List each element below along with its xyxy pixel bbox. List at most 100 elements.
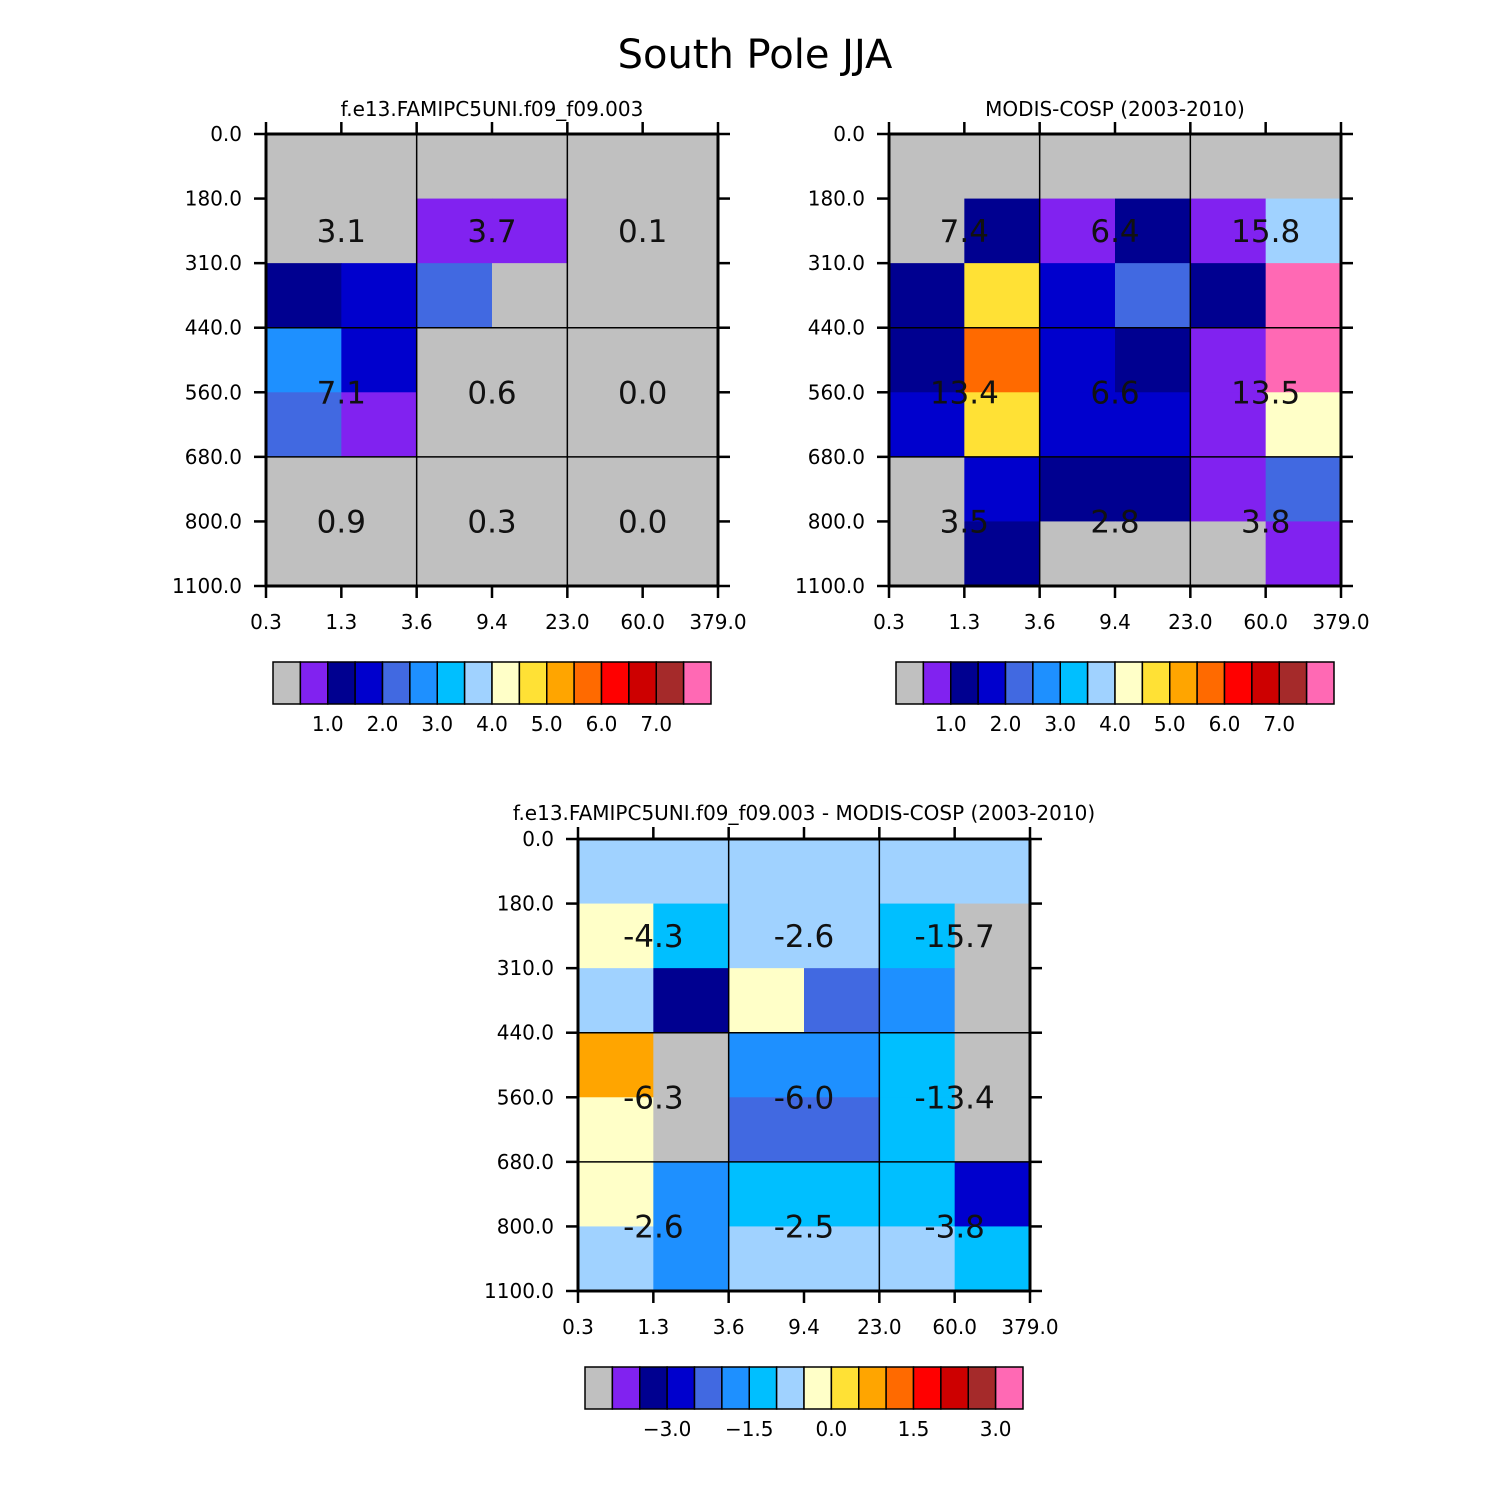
heatmap-cell xyxy=(642,263,719,329)
x-tick-label: 9.4 xyxy=(788,1315,820,1339)
heatmap-cell xyxy=(492,456,568,522)
region-value-label: -6.3 xyxy=(623,1080,684,1116)
heatmap-cell xyxy=(879,1032,956,1098)
region-value-label: 2.8 xyxy=(1090,504,1139,540)
x-tick-label: 60.0 xyxy=(620,610,665,634)
colorbar-label: −3.0 xyxy=(643,1417,692,1441)
y-tick-label: 560.0 xyxy=(808,380,865,404)
heatmap-cell xyxy=(416,134,493,200)
x-tick-label: 1.3 xyxy=(948,610,980,634)
heatmap-cell xyxy=(578,1032,654,1098)
colorbar-box xyxy=(436,661,466,705)
colorbar-box xyxy=(463,661,493,705)
colorbar-box xyxy=(950,661,979,705)
heatmap-cell xyxy=(964,521,1041,587)
heatmap-cell xyxy=(492,263,568,329)
heatmap-cell xyxy=(266,263,342,329)
region-value-label: 3.1 xyxy=(317,214,366,250)
heatmap-cell xyxy=(964,263,1041,329)
y-tick-label: 800.0 xyxy=(185,509,242,533)
y-tick-label: 180.0 xyxy=(185,187,242,211)
heatmap-cell xyxy=(341,327,418,393)
y-tick-label: 310.0 xyxy=(497,956,554,980)
heatmap-cell xyxy=(954,1032,1031,1098)
region-value-label: 0.3 xyxy=(467,504,516,540)
x-tick-label: 379.0 xyxy=(1001,1315,1058,1339)
heatmap-cell xyxy=(1265,327,1342,393)
colorbar: −3.0 −1.5 0.0 1.5 3.0 xyxy=(584,1366,1024,1441)
heatmap-cell xyxy=(266,327,342,393)
region-value-label: -6.0 xyxy=(774,1080,835,1116)
heatmap-cell xyxy=(964,327,1041,393)
colorbar-box xyxy=(940,1366,969,1410)
heatmap-cell xyxy=(567,198,644,264)
region-value-label: 7.4 xyxy=(940,214,989,250)
y-tick-label: 1100.0 xyxy=(484,1279,554,1303)
heatmap-cell xyxy=(804,839,880,905)
heatmap-cell xyxy=(879,968,956,1034)
heatmap-cell xyxy=(964,134,1041,200)
colorbar-box xyxy=(748,1366,778,1410)
colorbar-label: 6.0 xyxy=(586,712,618,736)
colorbar-box xyxy=(354,661,384,705)
heatmap-cell xyxy=(879,1226,956,1292)
colorbar-box xyxy=(299,661,329,705)
region-value-label: -15.7 xyxy=(915,919,995,955)
heatmap-cell xyxy=(954,839,1031,905)
colorbar-box xyxy=(611,1366,641,1410)
heatmap-cell xyxy=(728,1097,805,1163)
heatmap-cell xyxy=(879,839,956,905)
colorbar-box xyxy=(1059,661,1089,705)
x-tick-label: 9.4 xyxy=(1099,610,1131,634)
region-value-label: 7.1 xyxy=(317,375,366,411)
heatmap-cell xyxy=(642,327,719,393)
heatmap-cell xyxy=(728,968,805,1034)
colorbar-box xyxy=(666,1366,696,1410)
colorbar-box xyxy=(1278,661,1308,705)
heatmap-cell xyxy=(889,327,965,393)
colorbar-box xyxy=(922,661,952,705)
heatmap-cell xyxy=(567,456,644,522)
region-value-label: -4.3 xyxy=(623,919,684,955)
y-tick-label: 180.0 xyxy=(497,892,554,916)
heatmap-cell xyxy=(1265,263,1342,329)
region-value-label: -13.4 xyxy=(915,1080,995,1116)
heatmap-cell xyxy=(1190,198,1267,264)
heatmap-cell xyxy=(1115,456,1191,522)
heatmap-cell xyxy=(653,1226,730,1292)
heatmap-cell xyxy=(889,198,965,264)
y-tick-label: 680.0 xyxy=(497,1150,554,1174)
colorbar-box xyxy=(518,661,548,705)
y-tick-label: 680.0 xyxy=(808,445,865,469)
heatmap-cell xyxy=(804,1097,880,1163)
heatmap-cell xyxy=(804,903,880,969)
region-value-label: 0.9 xyxy=(317,504,366,540)
colorbar-box xyxy=(546,661,575,705)
heatmap-panel-3: f.e13.FAMIPC5UNI.f09_f09.003 - MODIS-COS… xyxy=(484,801,1095,1441)
heatmap-cell xyxy=(1039,456,1116,522)
heatmap-cell xyxy=(567,327,644,393)
colorbar-label: −1.5 xyxy=(725,1417,774,1441)
heatmap-cell xyxy=(642,456,719,522)
colorbar-label: 2.0 xyxy=(990,712,1022,736)
heatmap-cell xyxy=(728,1032,805,1098)
colorbar-box xyxy=(381,661,411,705)
heatmap-cell xyxy=(266,392,342,458)
y-tick-label: 1100.0 xyxy=(172,574,242,598)
colorbar-box xyxy=(639,1366,668,1410)
heatmap-cell xyxy=(578,1097,654,1163)
x-tick-label: 23.0 xyxy=(545,610,590,634)
x-tick-label: 1.3 xyxy=(325,610,357,634)
colorbar-label: 4.0 xyxy=(476,712,508,736)
heatmap-cell xyxy=(889,263,965,329)
heatmap-cell xyxy=(879,1097,956,1163)
heatmap-cell xyxy=(728,839,805,905)
heatmap-cell xyxy=(1039,327,1116,393)
heatmap-cell xyxy=(1265,392,1342,458)
heatmap-cell xyxy=(578,1161,654,1227)
heatmap-cell xyxy=(954,968,1031,1034)
colorbar-box xyxy=(858,1366,887,1410)
colorbar-box xyxy=(628,661,657,705)
heatmap-cell xyxy=(416,392,493,458)
heatmap-cell xyxy=(1190,134,1267,200)
